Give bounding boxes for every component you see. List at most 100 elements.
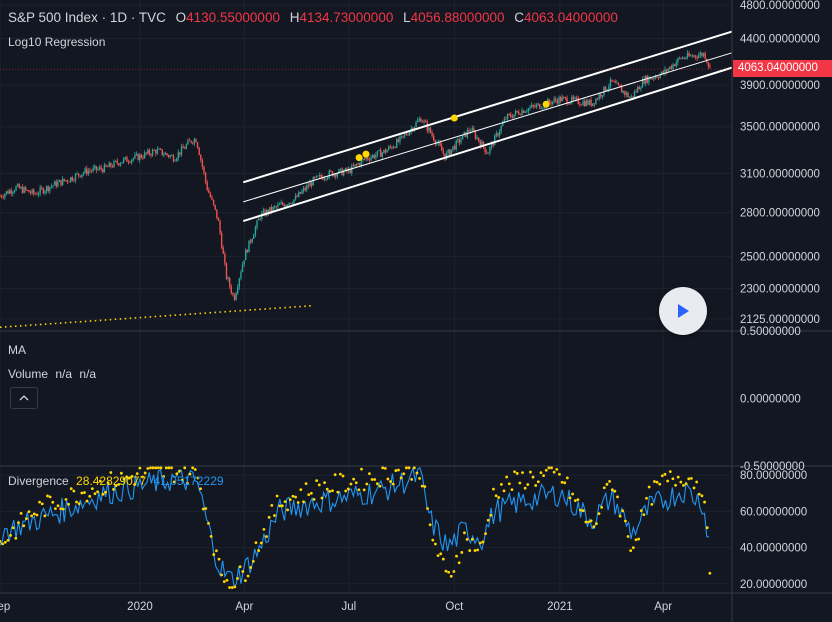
candle-body (16, 184, 19, 187)
candle-body (113, 161, 115, 167)
price-tick-label: 3900.00000000 (740, 80, 820, 92)
candle-body (36, 193, 38, 195)
divergence-dot (687, 477, 691, 481)
divergence-pane[interactable] (0, 466, 712, 589)
candle-body (384, 149, 387, 153)
candle-body (29, 192, 32, 194)
candle-body (436, 143, 438, 144)
candle-body (105, 164, 107, 167)
candle-body (429, 127, 432, 133)
divergence-dot (185, 481, 189, 485)
candle-body (641, 78, 644, 88)
symbol-title[interactable]: S&P 500 Index · 1D · TVC (8, 10, 166, 25)
candle-body (119, 163, 122, 166)
divergence-dot (0, 540, 2, 543)
candle-body (654, 76, 657, 79)
candle-body (318, 175, 321, 177)
divergence-dot (647, 485, 651, 489)
candle-body (420, 118, 422, 122)
candle-body (381, 152, 383, 157)
candle-body (256, 220, 258, 228)
divergence-dot (302, 500, 305, 504)
candle-body (532, 105, 534, 107)
candle-body (135, 153, 138, 155)
candle-body (37, 193, 40, 195)
divergence-dot (244, 579, 247, 583)
divergence-dot (368, 472, 371, 476)
price-pane[interactable] (0, 30, 733, 329)
x-tick-label: 2020 (127, 601, 153, 613)
candle-body (79, 175, 82, 177)
indicator-legend[interactable]: Log10 Regression (8, 35, 106, 49)
candle-body (404, 134, 406, 136)
candle-body (662, 71, 665, 74)
candle-body (628, 97, 631, 98)
candle-body (272, 206, 274, 212)
signal-marker (450, 114, 458, 122)
candle-body (87, 170, 90, 174)
candle-body (270, 207, 273, 212)
divergence-dot (391, 482, 395, 486)
divergence-legend[interactable]: Divergence 28.42829077 41.05172229 (8, 474, 224, 488)
divergence-dot (349, 482, 353, 486)
candle-body (232, 293, 234, 295)
candle-body (344, 168, 347, 172)
divergence-dot (536, 480, 540, 484)
divergence-dot (492, 487, 495, 491)
divergence-dot (112, 487, 115, 491)
divergence-label: Divergence (8, 474, 69, 488)
divergence-dot (360, 467, 363, 471)
divergence-dot (72, 489, 76, 493)
divergence-dot (449, 574, 453, 578)
candle-body (667, 68, 669, 72)
candle-body (243, 260, 245, 265)
collapse-legend-button[interactable] (10, 387, 38, 409)
candle-body (69, 177, 72, 182)
divergence-dot (201, 507, 205, 511)
divergence-dot (407, 466, 411, 470)
divergence-dot (146, 467, 150, 470)
divergence-dot (354, 481, 358, 485)
divergence-dot (697, 492, 701, 496)
divergence-dot (529, 470, 532, 474)
divergence-dot (531, 475, 535, 479)
divergence-dot (241, 570, 245, 573)
divergence-dot (666, 479, 670, 483)
candle-body (598, 94, 600, 100)
divergence-dot (397, 468, 400, 472)
candle-body (126, 156, 128, 162)
divergence-dot (560, 480, 564, 484)
divergence-dot (225, 578, 229, 582)
candle-body (539, 103, 541, 109)
volume-legend[interactable]: Volume n/a n/a (8, 367, 96, 381)
candle-body (0, 195, 3, 198)
divergence-dot (494, 494, 498, 498)
candle-body (444, 153, 446, 160)
candle-body (5, 191, 8, 195)
candle-body (673, 64, 676, 67)
divergence-dot (288, 498, 292, 501)
replay-play-button[interactable] (659, 287, 707, 335)
divergence-dot (43, 514, 47, 518)
candle-body (12, 192, 14, 194)
divergence-dot (257, 549, 261, 552)
divergence-dot (209, 534, 213, 538)
candle-body (137, 153, 139, 161)
divergence-dot (510, 488, 514, 492)
divergence-dot (515, 472, 519, 475)
x-tick-label: Jul (341, 601, 356, 613)
candle-body (354, 164, 356, 167)
candle-body (95, 166, 98, 171)
ma-legend[interactable]: MA (8, 343, 26, 357)
candle-body (230, 286, 233, 294)
divergence-dot (539, 471, 543, 475)
candle-body (408, 131, 411, 135)
candle-body (299, 192, 302, 194)
candle-body (187, 140, 189, 145)
price-tick-label: 3100.00000000 (740, 168, 820, 180)
candle-body (505, 118, 507, 120)
candle-body (635, 91, 637, 93)
candle-body (657, 77, 660, 79)
divergence-dot (11, 526, 15, 530)
